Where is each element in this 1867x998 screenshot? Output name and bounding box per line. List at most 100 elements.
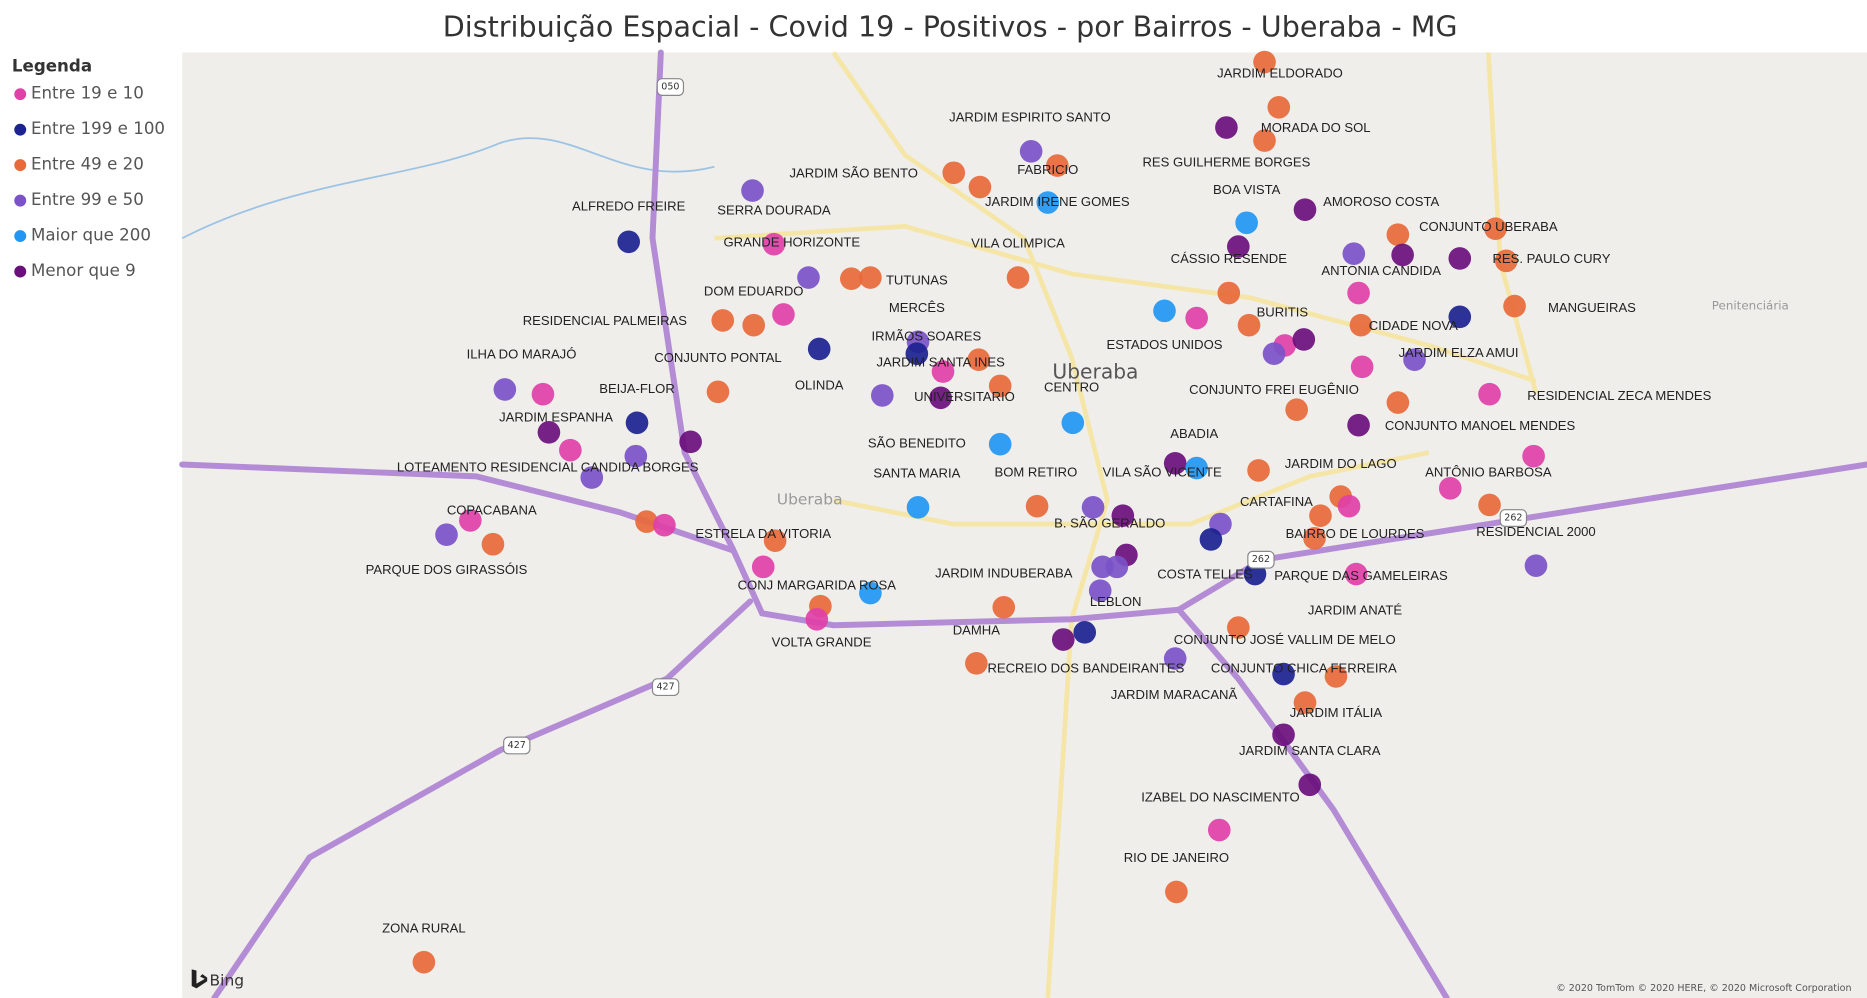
city-label: Uberaba <box>1052 359 1138 383</box>
neighborhood-dot <box>1207 818 1231 842</box>
neighborhood-dot <box>1253 50 1276 74</box>
neighborhood-dot <box>1061 411 1085 435</box>
neighborhood-dot <box>929 386 952 410</box>
neighborhood-label: BURITIS <box>1257 305 1309 320</box>
neighborhood-dot <box>1165 880 1188 904</box>
neighborhood-dot <box>1051 628 1075 651</box>
neighborhood-dot <box>742 313 766 337</box>
neighborhood-dot <box>1185 456 1208 480</box>
neighborhood-dot <box>1088 579 1112 602</box>
neighborhood-dot <box>1163 451 1187 475</box>
legend-swatch <box>14 88 27 101</box>
neighborhood-dot <box>1349 313 1373 337</box>
road-shield <box>1499 509 1528 527</box>
neighborhood-dot <box>1073 621 1097 644</box>
neighborhood-dot <box>653 513 676 537</box>
highway <box>211 598 754 998</box>
highway <box>179 461 736 554</box>
neighborhood-dot <box>1105 555 1129 579</box>
neighborhood-label: JARDIM ELZA AMUI <box>1399 345 1519 360</box>
road-shield-label: 427 <box>657 682 675 693</box>
neighborhood-dot <box>1272 662 1295 686</box>
neighborhood-dot <box>859 266 882 289</box>
neighborhood-label: UNIVERSITARIO <box>914 389 1015 404</box>
neighborhood-dot <box>1391 243 1414 267</box>
neighborhood-label: COPACABANA <box>447 502 537 517</box>
neighborhood-label: CONJ MARGARIDA ROSA <box>738 577 897 592</box>
neighborhood-label: CONJUNTO FREI EUGÊNIO <box>1189 382 1359 397</box>
neighborhood-label: TUTUNAS <box>886 273 948 288</box>
neighborhood-dot <box>1227 235 1250 258</box>
neighborhood-dot <box>617 230 640 254</box>
neighborhood-label: PARQUE DAS GAMELEIRAS <box>1274 568 1448 583</box>
neighborhood-label: B. SÃO GERALDO <box>1054 515 1165 530</box>
neighborhood-dot <box>1199 528 1223 551</box>
neighborhood-dot <box>942 161 966 185</box>
neighborhood-dot <box>1484 217 1507 241</box>
river <box>181 137 715 240</box>
neighborhood-dot <box>905 342 929 366</box>
neighborhood-dot <box>1478 493 1501 517</box>
neighborhood-dot <box>1025 494 1049 518</box>
neighborhood-dot <box>1448 305 1472 329</box>
neighborhood-dot <box>1503 294 1526 318</box>
neighborhood-label: VOLTA GRANDE <box>772 635 872 650</box>
neighborhood-dot <box>762 232 786 256</box>
neighborhood-label: CONJUNTO UBERABA <box>1419 219 1558 234</box>
neighborhood-dot <box>1298 773 1322 797</box>
neighborhood-dot <box>807 337 831 361</box>
neighborhood-label: SANTA MARIA <box>873 465 960 480</box>
neighborhood-label: ABADIA <box>1170 426 1218 441</box>
neighborhood-dot <box>1153 299 1176 323</box>
neighborhood-label: IZABEL DO NASCIMENTO <box>1141 789 1299 804</box>
neighborhood-dot <box>870 384 894 407</box>
neighborhood-label: PARQUE DOS GIRASSÓIS <box>366 562 528 577</box>
neighborhood-label: OLINDA <box>795 377 844 392</box>
road-shield <box>503 736 531 755</box>
neighborhood-dot <box>1163 647 1187 670</box>
neighborhood-dot <box>906 496 930 519</box>
road-shield-label: 427 <box>508 740 526 751</box>
neighborhood-dot <box>1342 242 1366 266</box>
neighborhood-dot <box>1386 391 1410 414</box>
legend-label: Entre 49 e 20 <box>31 155 144 174</box>
neighborhood-dot <box>1217 281 1241 305</box>
neighborhood-dot <box>1046 154 1069 177</box>
neighborhood-dot <box>1293 198 1317 221</box>
neighborhood-label: JARDIM ITÁLIA <box>1290 705 1383 720</box>
legend-title: Legenda <box>12 56 92 75</box>
neighborhood-dot <box>1235 211 1258 235</box>
highway <box>649 49 1182 629</box>
neighborhood-dot <box>1403 348 1426 372</box>
neighborhood-label: CIDADE NOVA <box>1369 318 1458 333</box>
neighborhood-label: JARDIM SANTA INES <box>876 355 1005 370</box>
neighborhood-dot <box>435 523 458 547</box>
neighborhood-label: MANGUEIRAS <box>1548 300 1636 315</box>
neighborhood-dot <box>1267 95 1291 119</box>
neighborhood-label: RESIDENCIAL 2000 <box>1476 524 1595 539</box>
neighborhood-label: JARDIM MARACANÃ <box>1111 687 1238 702</box>
legend-swatch <box>14 123 27 136</box>
neighborhood-label: ESTADOS UNIDOS <box>1106 337 1222 352</box>
neighborhood-dot <box>1309 504 1332 527</box>
neighborhood-dot <box>1185 306 1208 330</box>
neighborhood-label: ILHA DO MARAJÓ <box>467 346 577 361</box>
neighborhood-dot <box>1448 247 1472 270</box>
neighborhood-label: SÃO BENEDITO <box>868 436 966 451</box>
legend-label: Entre 99 e 50 <box>31 190 144 209</box>
neighborhood-dot <box>1347 413 1370 437</box>
neighborhood-dot <box>635 510 658 533</box>
neighborhood-label: JARDIM ELDORADO <box>1217 65 1343 80</box>
neighborhood-dot <box>797 266 820 289</box>
neighborhood-label: FABRICIO <box>1017 162 1078 177</box>
neighborhood-label: RESIDENCIAL PALMEIRAS <box>523 313 688 328</box>
neighborhood-label: IRMÃOS SOARES <box>871 329 981 344</box>
bing-logo: Bing <box>210 972 245 990</box>
neighborhood-dot <box>968 175 992 199</box>
neighborhood-label: JARDIM ESPANHA <box>499 409 613 424</box>
legend-swatch <box>14 230 27 243</box>
neighborhood-label: JARDIM IRENE GOMES <box>985 194 1130 209</box>
neighborhood-label: CENTRO <box>1044 380 1099 395</box>
neighborhood-dot <box>741 179 764 202</box>
place-label: Penitenciária <box>1712 299 1789 313</box>
